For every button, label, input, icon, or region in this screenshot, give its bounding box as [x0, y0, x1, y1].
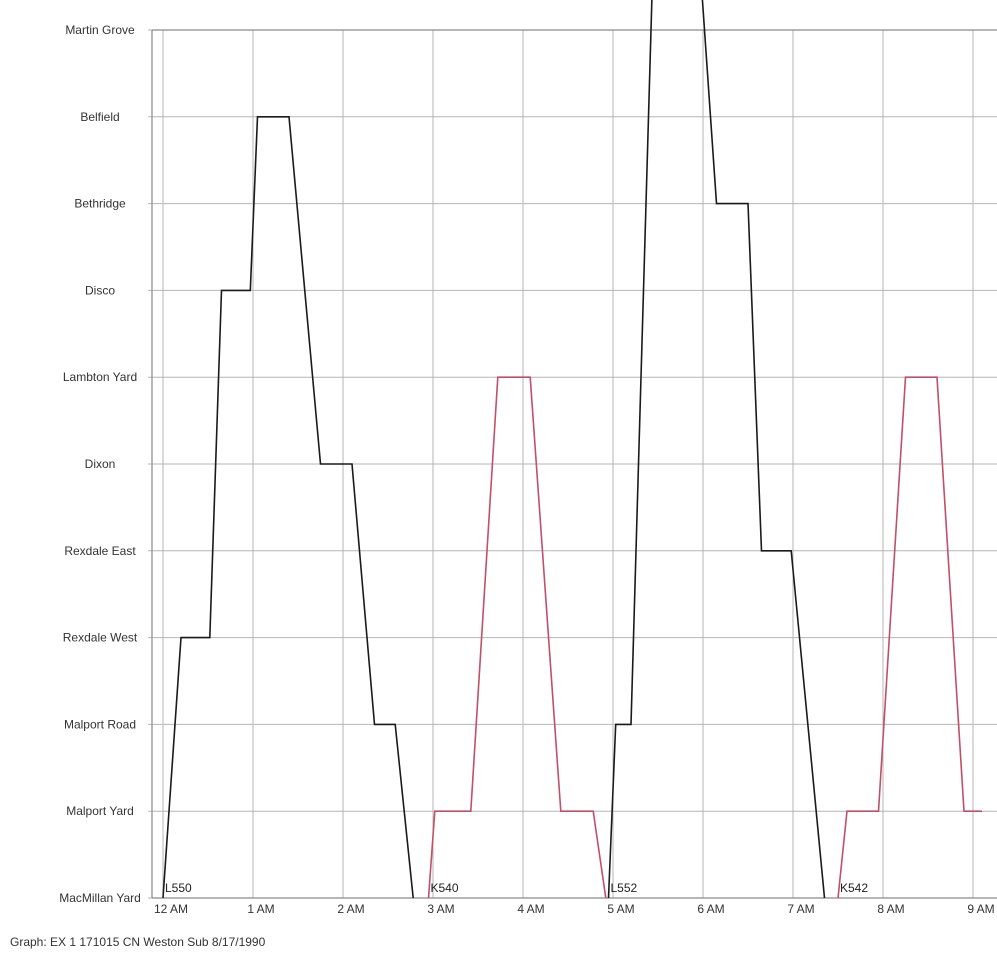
x-tick-label: 6 AM [697, 902, 724, 916]
train-line-k540 [427, 376, 607, 899]
x-tick-label: 4 AM [517, 902, 544, 916]
train-line-l550 [162, 116, 414, 899]
chart-grid [148, 29, 997, 899]
station-label: Belfield [80, 110, 119, 124]
station-label: Rexdale East [64, 544, 136, 558]
train-line-l552 [607, 0, 826, 899]
chart-caption: Graph: EX 1 171015 CN Weston Sub 8/17/19… [10, 935, 266, 949]
time-tick-labels: 12 AM 1 AM 2 AM 3 AM 4 AM 5 AM 6 AM 7 AM 8 AM 9 A… [154, 902, 995, 916]
x-tick-label: 12 AM [154, 902, 188, 916]
train-lines [162, 0, 982, 899]
x-tick-label: 7 AM [787, 902, 814, 916]
station-label: Malport Road [64, 717, 136, 731]
x-tick-label: 9 AM [967, 902, 994, 916]
train-labels: L550 K540 L552 K542 [165, 881, 868, 895]
x-tick-label: 1 AM [247, 902, 274, 916]
station-label: MacMillan Yard [59, 891, 141, 905]
station-label: Lambton Yard [63, 370, 137, 384]
station-label: Disco [85, 283, 115, 297]
station-labels: MacMillan Yard Malport Yard Malport Road Re… [59, 23, 141, 905]
station-label: Martin Grove [65, 23, 135, 37]
x-tick-label: 8 AM [877, 902, 904, 916]
train-label: K542 [840, 881, 868, 895]
station-label: Malport Yard [66, 804, 134, 818]
train-line-k542 [837, 376, 982, 899]
x-tick-label: 3 AM [427, 902, 454, 916]
x-tick-label: 5 AM [607, 902, 634, 916]
x-tick-label: 2 AM [337, 902, 364, 916]
station-label: Bethridge [74, 197, 126, 211]
train-label: L552 [611, 881, 638, 895]
station-label: Rexdale West [63, 631, 138, 645]
train-label: K540 [431, 881, 459, 895]
train-label: L550 [165, 881, 192, 895]
station-label: Dixon [85, 457, 116, 471]
